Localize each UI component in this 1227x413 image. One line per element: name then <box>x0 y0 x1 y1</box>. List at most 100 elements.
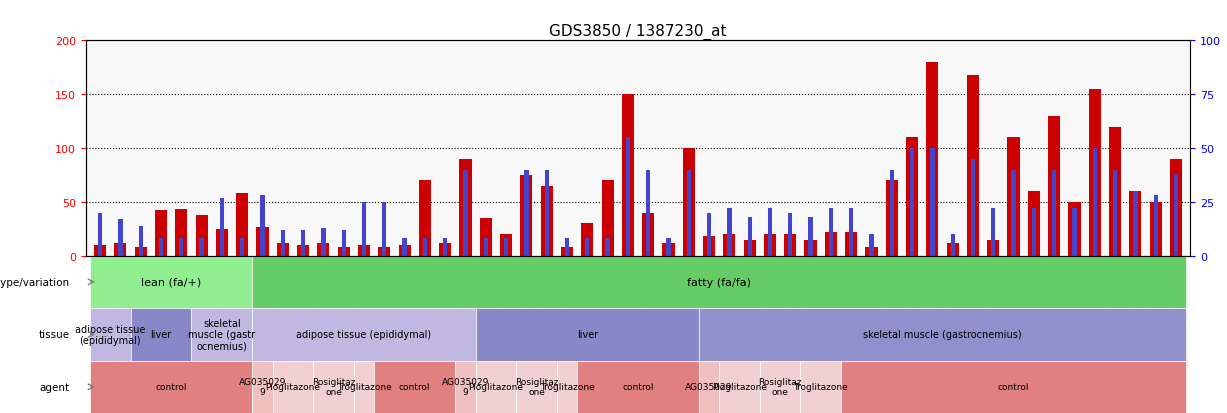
Bar <box>155 211 167 256</box>
Bar <box>1011 170 1016 256</box>
Bar <box>504 239 508 256</box>
FancyBboxPatch shape <box>130 309 191 361</box>
Bar <box>418 181 431 256</box>
Bar <box>464 170 467 256</box>
Text: control: control <box>622 382 654 392</box>
Bar <box>728 209 731 256</box>
FancyBboxPatch shape <box>719 361 760 413</box>
Bar <box>825 233 837 256</box>
Bar <box>865 247 877 256</box>
Bar <box>585 239 589 256</box>
Bar <box>1093 149 1097 256</box>
Bar <box>723 235 735 256</box>
Bar <box>1113 170 1118 256</box>
Text: percentile rank within the sample: percentile rank within the sample <box>130 356 306 366</box>
Bar <box>321 228 325 256</box>
Bar <box>378 247 390 256</box>
Bar <box>545 170 548 256</box>
Text: count: count <box>130 341 160 351</box>
Bar <box>158 239 163 256</box>
Bar <box>541 186 553 256</box>
FancyBboxPatch shape <box>313 361 353 413</box>
Bar <box>946 243 958 256</box>
Bar <box>687 170 691 256</box>
Bar <box>443 239 448 256</box>
FancyBboxPatch shape <box>353 361 374 413</box>
Text: liver: liver <box>151 330 172 339</box>
Bar <box>358 245 371 256</box>
Bar <box>764 235 775 256</box>
Text: Troglitazone: Troglitazone <box>794 382 848 392</box>
FancyBboxPatch shape <box>476 361 517 413</box>
Text: control: control <box>998 382 1029 392</box>
Bar <box>277 243 288 256</box>
Text: lean (fa/+): lean (fa/+) <box>141 277 201 287</box>
FancyBboxPatch shape <box>517 361 557 413</box>
Bar <box>216 229 228 256</box>
Bar <box>179 239 183 256</box>
FancyBboxPatch shape <box>476 309 699 361</box>
Bar <box>1032 209 1036 256</box>
Text: skeletal
muscle (gastr
ocnemius): skeletal muscle (gastr ocnemius) <box>188 318 255 351</box>
Bar <box>747 217 752 256</box>
Bar <box>930 149 935 256</box>
FancyBboxPatch shape <box>191 309 253 361</box>
Bar <box>561 247 573 256</box>
Bar <box>703 237 715 256</box>
Bar <box>200 239 204 256</box>
Text: Rosiglitaz
one: Rosiglitaz one <box>515 377 558 396</box>
Bar <box>991 209 995 256</box>
Bar <box>94 245 107 256</box>
FancyBboxPatch shape <box>760 361 800 413</box>
Bar <box>805 240 817 256</box>
Text: AG035029
9: AG035029 9 <box>442 377 490 396</box>
Bar <box>483 239 488 256</box>
Bar <box>459 159 471 256</box>
Text: fatty (fa/fa): fatty (fa/fa) <box>687 277 751 287</box>
Bar <box>906 138 918 256</box>
Bar <box>988 240 999 256</box>
Bar <box>886 181 898 256</box>
Text: genotype/variation: genotype/variation <box>0 277 70 287</box>
FancyBboxPatch shape <box>577 361 699 413</box>
Bar <box>788 213 793 256</box>
Text: Rosiglitaz
one: Rosiglitaz one <box>312 377 356 396</box>
Bar <box>845 233 858 256</box>
FancyBboxPatch shape <box>557 361 577 413</box>
Bar <box>98 213 102 256</box>
Bar <box>971 159 975 256</box>
Text: Pioglitazone: Pioglitazone <box>265 382 320 392</box>
Bar <box>297 245 309 256</box>
Bar <box>301 230 306 256</box>
Text: control: control <box>156 382 187 392</box>
FancyBboxPatch shape <box>90 256 253 309</box>
Bar <box>1150 202 1162 256</box>
FancyBboxPatch shape <box>699 361 719 413</box>
FancyBboxPatch shape <box>253 256 1187 309</box>
Bar <box>707 213 712 256</box>
Bar <box>135 247 147 256</box>
Bar <box>828 209 833 256</box>
Bar <box>1052 170 1056 256</box>
Bar <box>1174 174 1178 256</box>
Bar <box>1088 90 1101 256</box>
Text: ■: ■ <box>108 339 121 353</box>
Bar <box>1072 209 1076 256</box>
FancyBboxPatch shape <box>699 309 1187 361</box>
Bar <box>402 239 406 256</box>
Bar <box>647 170 650 256</box>
Bar <box>967 76 979 256</box>
Bar <box>220 198 225 256</box>
Bar <box>1069 202 1081 256</box>
Bar <box>582 224 594 256</box>
Bar <box>118 220 123 256</box>
Text: Troglitazone: Troglitazone <box>336 382 391 392</box>
Bar <box>682 149 694 256</box>
Bar <box>870 235 874 256</box>
Bar <box>1007 138 1020 256</box>
Text: liver: liver <box>577 330 598 339</box>
Bar <box>423 239 427 256</box>
Bar <box>744 240 756 256</box>
Bar <box>524 170 529 256</box>
Title: GDS3850 / 1387230_at: GDS3850 / 1387230_at <box>550 24 726 40</box>
